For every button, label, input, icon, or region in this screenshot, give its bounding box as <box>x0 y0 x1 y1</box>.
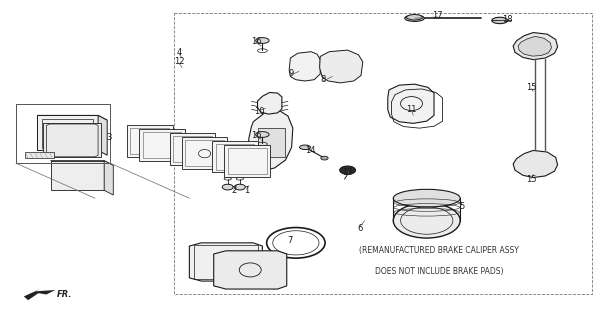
Polygon shape <box>51 161 113 165</box>
Bar <box>37 116 98 150</box>
Polygon shape <box>388 84 434 123</box>
Bar <box>43 123 101 157</box>
Ellipse shape <box>393 203 460 238</box>
Polygon shape <box>257 92 282 114</box>
Ellipse shape <box>261 107 276 112</box>
Polygon shape <box>24 289 56 300</box>
Polygon shape <box>214 251 287 289</box>
Text: 12: 12 <box>174 57 184 66</box>
Text: 1: 1 <box>244 186 249 195</box>
Ellipse shape <box>300 145 310 149</box>
Polygon shape <box>513 150 558 178</box>
Bar <box>16 104 110 163</box>
Text: 2: 2 <box>231 186 237 195</box>
Polygon shape <box>406 14 424 20</box>
Text: FR.: FR. <box>57 290 73 299</box>
Text: DOES NOT INCLUDE BRAKE PADS): DOES NOT INCLUDE BRAKE PADS) <box>375 267 503 276</box>
Polygon shape <box>37 116 107 120</box>
Text: 3: 3 <box>106 133 112 142</box>
Text: 8: 8 <box>321 75 326 84</box>
Bar <box>51 161 104 190</box>
Text: 4: 4 <box>176 48 182 57</box>
Text: 13: 13 <box>342 168 353 177</box>
Text: 9: 9 <box>289 69 294 78</box>
Text: 16: 16 <box>251 37 262 46</box>
Text: 15: 15 <box>526 175 537 184</box>
Polygon shape <box>189 243 262 281</box>
Bar <box>143 132 181 158</box>
Text: 14: 14 <box>304 146 315 155</box>
Polygon shape <box>513 33 558 60</box>
Bar <box>228 148 267 174</box>
Text: (REMANUFACTURED BRAKE CALIPER ASSY: (REMANUFACTURED BRAKE CALIPER ASSY <box>359 246 519 255</box>
Bar <box>170 133 215 165</box>
Polygon shape <box>289 52 320 81</box>
Ellipse shape <box>256 38 269 44</box>
Text: 10: 10 <box>254 107 265 116</box>
Bar <box>257 128 285 157</box>
Text: 5: 5 <box>459 202 465 211</box>
Polygon shape <box>247 111 293 170</box>
Text: 6: 6 <box>357 224 362 233</box>
Bar <box>224 145 270 177</box>
Ellipse shape <box>340 166 356 174</box>
Ellipse shape <box>234 184 245 190</box>
Text: 16: 16 <box>251 131 262 140</box>
Ellipse shape <box>405 15 425 21</box>
Ellipse shape <box>256 132 269 137</box>
Ellipse shape <box>244 163 254 167</box>
Text: 18: 18 <box>502 15 512 24</box>
Polygon shape <box>518 36 551 56</box>
Bar <box>127 125 173 157</box>
Ellipse shape <box>254 163 264 168</box>
Polygon shape <box>98 116 107 155</box>
Polygon shape <box>104 161 113 195</box>
Bar <box>139 129 185 161</box>
Bar <box>173 136 212 162</box>
Polygon shape <box>25 152 54 158</box>
Ellipse shape <box>393 189 460 207</box>
Polygon shape <box>320 50 363 83</box>
Text: 15: 15 <box>526 83 537 92</box>
Bar <box>131 128 169 154</box>
Text: 7: 7 <box>288 236 293 245</box>
Ellipse shape <box>321 156 328 160</box>
Bar <box>185 140 224 166</box>
Bar <box>215 144 254 170</box>
Ellipse shape <box>222 184 233 190</box>
Text: 17: 17 <box>432 12 443 20</box>
Bar <box>212 141 258 172</box>
Text: 11: 11 <box>406 105 417 114</box>
Ellipse shape <box>492 17 508 24</box>
Bar <box>182 137 228 169</box>
